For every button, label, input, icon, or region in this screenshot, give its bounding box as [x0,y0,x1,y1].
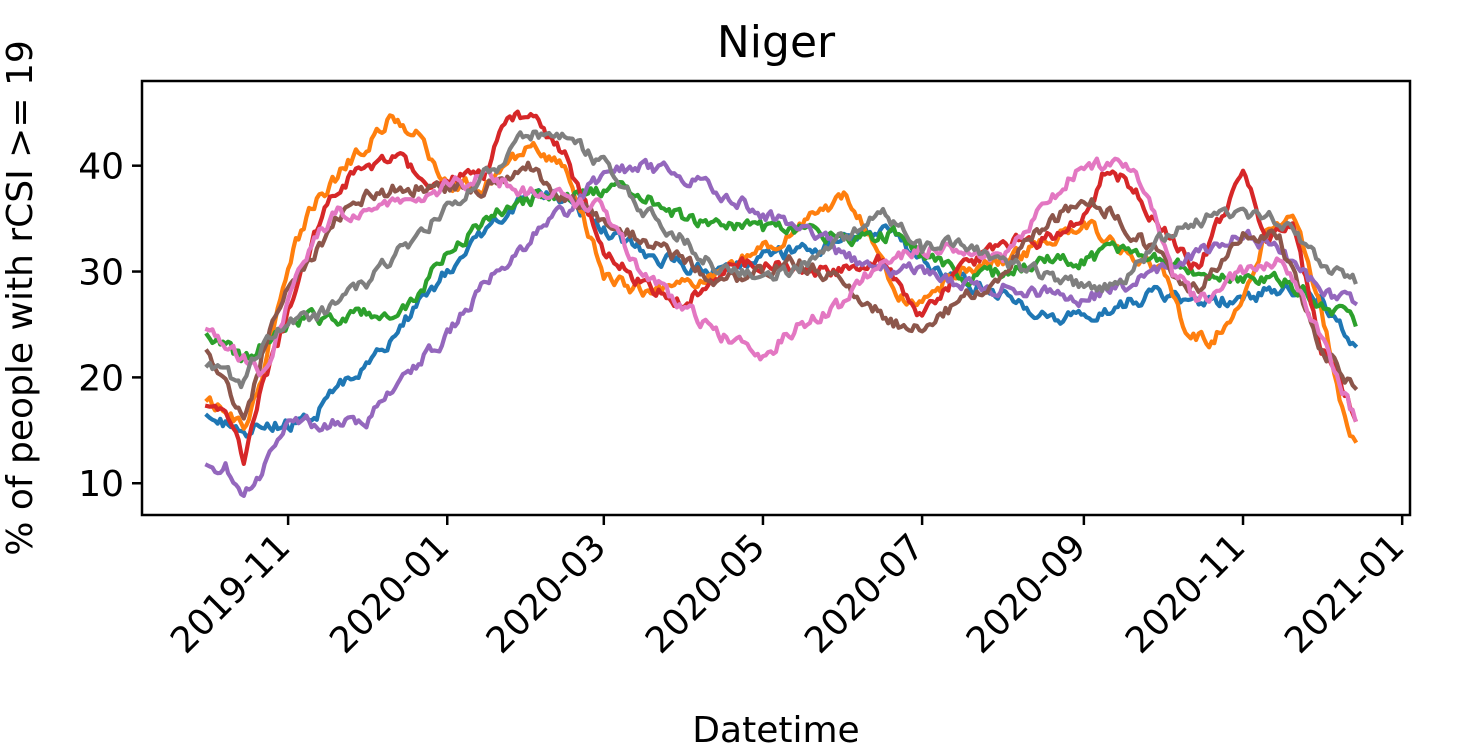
series-line-2 [204,113,1359,444]
x-tick-label: 2020-03 [479,526,614,661]
series-line-4 [204,109,1358,466]
x-tick-label: 2020-05 [638,526,773,661]
y-tick-label: 30 [78,253,124,294]
series-line-5 [204,157,1359,498]
series-line-6 [204,160,1359,421]
x-axis: 2019-11 2020-01 2020-03 2020-05 2020-07 2020-… [163,515,1413,662]
y-tick-label: 40 [78,147,124,188]
x-tick-label: 2020-09 [959,526,1094,661]
x-tick-label: 2020-11 [1118,526,1253,661]
y-tick-label: 10 [78,464,124,505]
series-line-8 [204,129,1358,390]
series-layer [204,109,1359,498]
y-axis-label: % of people with rCSI >= 19 [0,40,41,556]
y-tick-label: 20 [78,358,124,399]
x-axis-label: Datetime [692,710,859,751]
x-tick-label: 2019-11 [163,526,298,661]
series-line-1 [204,187,1359,439]
y-axis: 10 20 30 40 [78,147,142,505]
x-tick-label: 2021-01 [1277,526,1412,661]
plot-frame [140,79,1412,517]
x-tick-label: 2020-07 [797,526,932,661]
chart-title: Niger [717,17,836,68]
series-line-7 [204,156,1358,423]
x-tick-label: 2020-01 [322,526,457,661]
